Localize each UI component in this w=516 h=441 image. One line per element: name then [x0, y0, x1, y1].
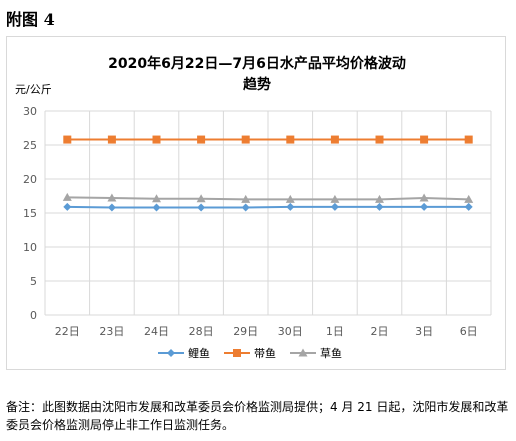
- chart-title-line: 趋势: [243, 76, 271, 93]
- data-point: [375, 194, 384, 203]
- legend-label: 草鱼: [320, 346, 342, 360]
- footnote: 备注：此图数据由沈阳市发展和改革委员会价格监测局提供；4 月 21 日起，沈阳市…: [6, 400, 509, 432]
- data-point: [152, 194, 161, 203]
- data-point: [152, 135, 161, 144]
- data-point: [241, 194, 251, 203]
- y-tick-label: 15: [23, 207, 37, 220]
- data-point: [62, 192, 72, 201]
- chart-title-line: 2020年6月22日—7月6日水产品平均价格波动: [108, 55, 406, 72]
- x-tick-label: 6日: [460, 325, 478, 338]
- y-tick-label: 20: [23, 173, 37, 186]
- y-tick-label: 0: [30, 309, 37, 322]
- data-point: [197, 135, 206, 144]
- legend-label: 带鱼: [254, 346, 276, 360]
- y-tick-label: 5: [30, 275, 37, 288]
- legend-marker: [233, 349, 241, 357]
- data-point: [330, 202, 339, 211]
- data-point: [197, 203, 206, 212]
- data-point: [420, 135, 429, 144]
- data-point: [286, 202, 295, 211]
- data-point: [330, 194, 340, 203]
- x-tick-label: 24日: [144, 325, 169, 338]
- y-tick-label: 30: [23, 105, 37, 118]
- data-point: [375, 202, 384, 211]
- series-line: [67, 196, 469, 201]
- data-point: [152, 203, 161, 212]
- data-point: [241, 135, 250, 144]
- data-point: [107, 193, 117, 202]
- x-tick-label: 23日: [99, 325, 124, 338]
- data-point: [285, 194, 295, 203]
- data-point: [107, 203, 116, 212]
- legend-label: 鲤鱼: [188, 346, 210, 360]
- data-point: [464, 202, 473, 211]
- y-tick-label: 10: [23, 241, 37, 254]
- data-point: [241, 203, 250, 212]
- chart-frame: 2020年6月22日—7月6日水产品平均价格波动 趋势 元/公斤 0 5 10 15 20 25…: [6, 36, 506, 370]
- x-tick-label: 3日: [415, 325, 433, 338]
- legend-marker: [167, 349, 175, 357]
- x-tick-label: 1日: [326, 325, 344, 338]
- series-line: [67, 205, 469, 209]
- data-point: [63, 202, 72, 211]
- data-point: [419, 193, 429, 202]
- data-point: [63, 135, 72, 144]
- data-point: [464, 135, 473, 144]
- data-point: [107, 135, 116, 144]
- data-point: [196, 194, 206, 203]
- figure-label: 附图 4: [6, 10, 55, 29]
- x-tick-label: 30日: [278, 325, 303, 338]
- x-tick-label: 28日: [189, 325, 214, 338]
- data-point: [464, 194, 474, 203]
- x-tick-label: 22日: [55, 325, 80, 338]
- y-axis-unit: 元/公斤: [15, 83, 52, 96]
- legend-marker: [298, 348, 308, 357]
- x-tick-label: 2日: [371, 325, 389, 338]
- y-tick-label: 25: [23, 139, 37, 152]
- x-tick-label: 29日: [233, 325, 258, 338]
- data-point: [375, 135, 384, 144]
- data-point: [420, 202, 429, 211]
- data-point: [330, 135, 339, 144]
- data-point: [286, 135, 295, 144]
